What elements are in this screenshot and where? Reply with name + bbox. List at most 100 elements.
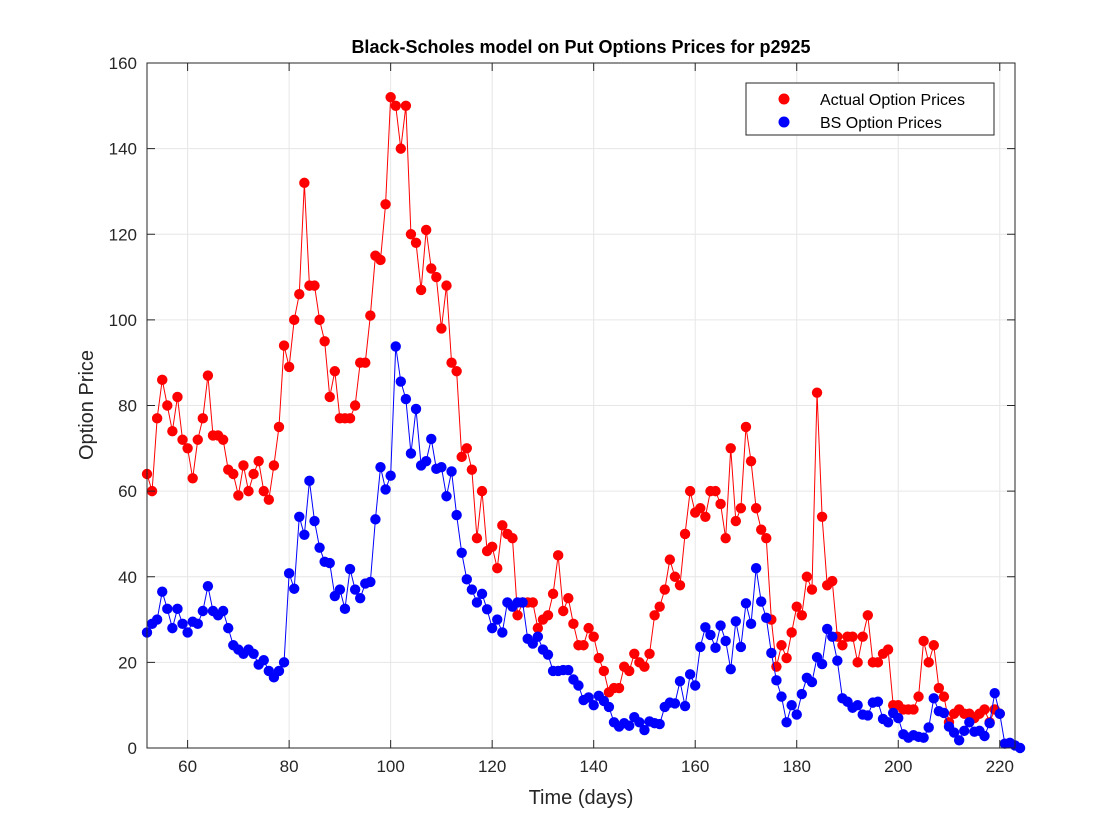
data-point (725, 443, 736, 454)
y-tick-label: 140 (109, 140, 137, 159)
data-point (857, 631, 868, 642)
data-point (837, 640, 848, 651)
data-point (471, 533, 483, 544)
data-point (893, 712, 904, 724)
data-point (476, 485, 488, 497)
data-point (385, 92, 396, 103)
data-point (324, 391, 335, 403)
data-point (497, 520, 508, 531)
y-tick-label: 0 (128, 739, 137, 758)
data-point (918, 635, 929, 647)
data-point (410, 237, 422, 249)
data-point (349, 584, 361, 595)
data-point (816, 511, 828, 523)
x-tick-label: 80 (280, 757, 299, 776)
data-point (451, 509, 462, 521)
data-point (512, 610, 523, 621)
data-point (157, 374, 168, 386)
data-point (395, 376, 406, 387)
data-point (197, 413, 209, 424)
data-point (750, 562, 762, 574)
data-point (593, 652, 604, 664)
y-tick-label: 20 (118, 653, 137, 672)
data-point (791, 601, 802, 612)
data-point (172, 391, 183, 403)
chart-title: Black-Scholes model on Put Options Price… (351, 37, 810, 57)
data-point (405, 448, 417, 459)
data-point (568, 618, 579, 630)
data-point (314, 542, 325, 553)
data-point (756, 596, 767, 607)
data-point (862, 710, 873, 721)
data-point (151, 413, 163, 424)
data-point (547, 588, 559, 600)
data-point (289, 314, 300, 326)
data-point (334, 584, 346, 595)
data-point (385, 470, 396, 481)
data-point (466, 584, 478, 595)
data-point (420, 224, 432, 236)
y-tick-label: 60 (118, 482, 137, 501)
data-point (354, 592, 366, 604)
data-point (339, 603, 351, 615)
data-point (446, 466, 457, 477)
data-point (197, 605, 209, 617)
y-axis-label: Option Price (76, 350, 98, 460)
data-point (552, 550, 564, 561)
data-point (420, 455, 432, 467)
y-tick-label: 100 (109, 311, 137, 330)
data-point (151, 614, 163, 625)
data-point (542, 610, 554, 621)
data-point (542, 649, 554, 660)
legend-marker-bs (778, 116, 790, 128)
data-point (938, 707, 950, 719)
data-point (217, 434, 229, 445)
data-point (278, 340, 290, 351)
data-point (690, 680, 701, 691)
data-point (182, 627, 193, 638)
y-tick-label: 120 (109, 225, 137, 244)
data-point (613, 682, 625, 694)
data-point (405, 229, 417, 240)
data-point (532, 622, 544, 634)
x-tick-label: 200 (884, 757, 912, 776)
data-point (344, 413, 356, 424)
data-point (756, 524, 767, 535)
data-point (162, 603, 173, 615)
data-point (745, 455, 757, 467)
data-point (192, 434, 203, 445)
data-point (928, 640, 939, 651)
data-point (852, 657, 863, 668)
data-point (735, 641, 747, 653)
data-point (791, 709, 802, 720)
data-point (964, 717, 975, 728)
data-point (324, 557, 335, 569)
data-point (157, 586, 168, 597)
data-point (426, 433, 437, 445)
data-point (400, 100, 412, 112)
data-point (695, 641, 706, 653)
data-point (928, 693, 939, 704)
x-tick-label: 160 (681, 757, 709, 776)
data-point (933, 682, 945, 694)
data-point (304, 475, 315, 487)
data-point (715, 620, 726, 631)
data-point (735, 503, 747, 514)
data-point (639, 661, 650, 672)
data-point (476, 588, 488, 600)
data-point (700, 511, 711, 523)
data-point (679, 700, 691, 712)
data-point (532, 631, 544, 642)
data-point (202, 580, 214, 592)
data-point (471, 597, 483, 608)
data-point (319, 336, 330, 347)
data-point (375, 461, 386, 473)
data-point (750, 503, 762, 514)
data-point (441, 280, 452, 291)
data-point (365, 310, 376, 321)
legend-marker-actual (778, 93, 790, 105)
data-point (486, 541, 498, 552)
data-point (238, 460, 249, 471)
data-point (410, 403, 422, 415)
